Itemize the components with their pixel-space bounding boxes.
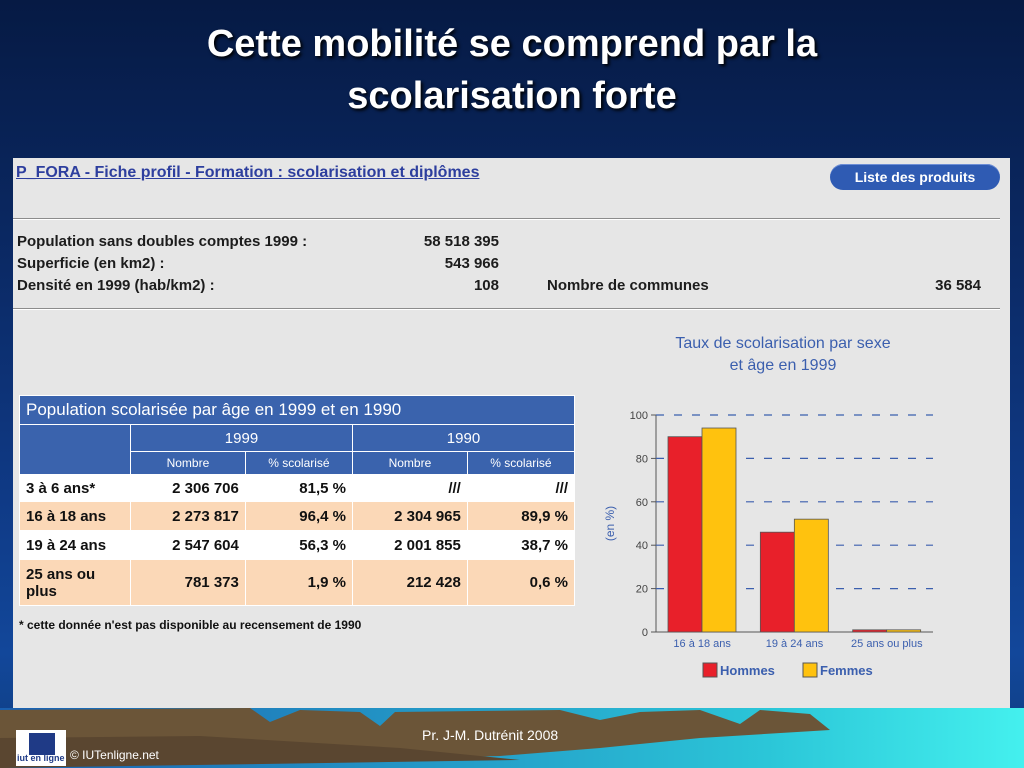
divider (13, 218, 1000, 220)
table-row: 16 à 18 ans 2 273 817 96,4 % 2 304 965 8… (19, 501, 576, 531)
iut-logo: iut en ligne (16, 730, 66, 766)
table-corner (19, 424, 131, 475)
content-panel: P_FORA - Fiche profil - Formation : scol… (13, 158, 1010, 710)
row-label: 19 à 24 ans (19, 530, 131, 560)
y-tick-label: 100 (630, 410, 648, 422)
cell-n1999: 2 306 706 (130, 474, 246, 502)
schooling-table: Population scolarisée par âge en 1999 et… (19, 395, 576, 606)
cell-p1990: 38,7 % (466, 530, 576, 560)
cell-n1990: 2 304 965 (351, 501, 468, 531)
products-list-button[interactable]: Liste des produits (830, 164, 1000, 190)
density-label: Densité en 1999 (hab/km2) : (17, 277, 215, 294)
col-nombre-1999: Nombre (130, 451, 246, 475)
cell-n1999: 781 373 (130, 559, 246, 606)
legend-label: Hommes (720, 663, 775, 678)
year-1990-header: 1990 (351, 424, 576, 452)
cell-p1999: 56,3 % (244, 530, 353, 560)
chart-title: Taux de scolarisation par sexe (675, 335, 890, 352)
y-tick-label: 20 (636, 584, 648, 596)
legend-swatch-hommes (702, 662, 718, 678)
copyright: © IUTenligne.net (70, 748, 159, 762)
cell-n1999: 2 273 817 (130, 501, 246, 531)
panel-title-link[interactable]: P_FORA - Fiche profil - Formation : scol… (16, 164, 480, 181)
y-axis-label: (en %) (603, 506, 617, 541)
cell-n1990: 2 001 855 (351, 530, 468, 560)
cell-p1990: 89,9 % (466, 501, 576, 531)
row-label: 3 à 6 ans* (19, 474, 131, 502)
population-label: Population sans doubles comptes 1999 : (17, 233, 308, 250)
row-label: 16 à 18 ans (19, 501, 131, 531)
row-label: 25 ans ou plus (19, 559, 131, 606)
bar-hommes (667, 436, 703, 633)
year-1999-header: 1999 (130, 424, 353, 452)
divider (13, 308, 1000, 310)
cell-p1999: 96,4 % (244, 501, 353, 531)
table-row: 19 à 24 ans 2 547 604 56,3 % 2 001 855 3… (19, 530, 576, 560)
area-label: Superficie (en km2) : (17, 255, 165, 272)
bar-femmes (793, 518, 829, 633)
table-row: 25 ans ou plus 781 373 1,9 % 212 428 0,6… (19, 559, 576, 606)
decorative-ground (0, 708, 1024, 768)
legend-swatch-femmes (802, 662, 818, 678)
x-tick-label: 19 à 24 ans (766, 638, 824, 650)
cell-n1999: 2 547 604 (130, 530, 246, 560)
col-pct-1990: % scolarisé (466, 451, 576, 475)
chart-title: et âge en 1999 (730, 357, 837, 374)
table-caption: Population scolarisée par âge en 1999 et… (19, 395, 575, 425)
author-credit: Pr. J-M. Dutrénit 2008 (422, 727, 559, 743)
y-tick-label: 0 (642, 627, 648, 639)
bar-hommes (759, 531, 795, 633)
y-tick-label: 60 (636, 497, 648, 509)
bar-femmes (701, 427, 737, 633)
cell-p1999: 81,5 % (244, 474, 353, 502)
cell-n1990: /// (351, 474, 468, 502)
cell-n1990: 212 428 (351, 559, 468, 606)
bar-femmes (886, 629, 922, 633)
area-value: 543 966 (444, 255, 499, 272)
y-tick-label: 80 (636, 453, 648, 465)
communes-value: 36 584 (935, 277, 981, 294)
table-row: 3 à 6 ans* 2 306 706 81,5 % /// /// (19, 474, 576, 502)
density-value: 108 (473, 277, 499, 294)
cell-p1999: 1,9 % (244, 559, 353, 606)
col-pct-1999: % scolarisé (244, 451, 353, 475)
schooling-bar-chart: Taux de scolarisation par sexe et âge en … (603, 335, 933, 678)
logo-text: iut en ligne (17, 753, 65, 763)
legend-label: Femmes (820, 663, 873, 678)
y-tick-label: 40 (636, 540, 648, 552)
cell-p1990: /// (466, 474, 576, 502)
table-footnote: * cette donnée n'est pas disponible au r… (19, 618, 362, 632)
slide-title: Cette mobilité se comprend par la scolar… (206, 23, 818, 117)
x-tick-label: 25 ans ou plus (851, 638, 923, 650)
col-nombre-1990: Nombre (351, 451, 468, 475)
communes-label: Nombre de communes (547, 277, 709, 294)
population-value: 58 518 395 (423, 233, 499, 250)
cell-p1990: 0,6 % (466, 559, 576, 606)
logo-mark-icon (29, 733, 55, 755)
x-tick-label: 16 à 18 ans (673, 638, 731, 650)
bar-hommes (852, 629, 888, 633)
